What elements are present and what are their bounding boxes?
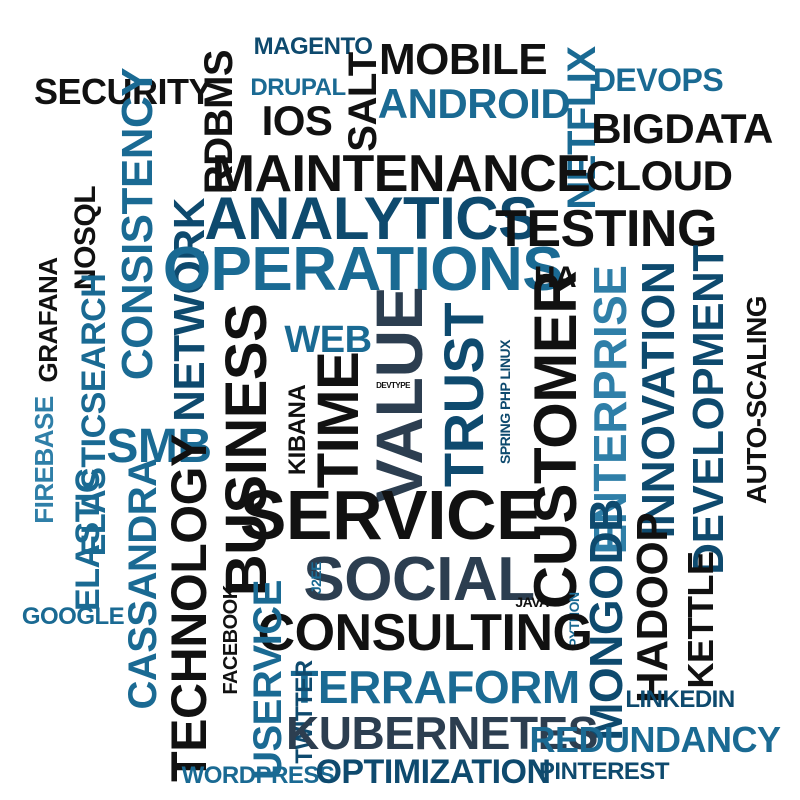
word-security: SECURITY: [33, 71, 213, 112]
word-consulting: CONSULTING: [257, 604, 593, 662]
word-cassandra: CASSANDRA: [121, 458, 165, 710]
word-operations: OPERATIONS: [162, 235, 564, 304]
word-service: SERVICE: [239, 476, 543, 554]
word-ha: HA: [533, 261, 577, 294]
word-kettle: KETTLE: [680, 551, 721, 689]
word-mobile: MOBILE: [378, 35, 548, 84]
word-time: TIME: [306, 351, 371, 489]
word-redundancy: REDUNDANCY: [529, 719, 781, 760]
word-spring: SPRING: [497, 413, 513, 465]
word-php: PHP: [497, 382, 513, 410]
word-drupal: DRUPAL: [250, 74, 346, 101]
word-hadoop: HADOOP: [628, 512, 677, 704]
word-technology: TECHNOLOGY: [161, 434, 217, 782]
word-elastic: ELASTIC: [69, 469, 107, 611]
word-ios: IOS: [261, 97, 333, 144]
word-facebook: FACEBOOK: [220, 585, 242, 695]
word-autoscaling: AUTO-SCALING: [741, 295, 772, 505]
word-innovation: INNOVATION: [632, 261, 684, 539]
word-magento: MAGENTO: [253, 33, 373, 60]
word-spring-php-linux: SPRING PHP LINUX: [497, 339, 513, 465]
word-grafana: GRAFANA: [33, 257, 63, 383]
word-customer: CUSTOMER: [522, 270, 589, 610]
word-value: VALUE: [362, 286, 436, 504]
word-linux: LINUX: [497, 339, 513, 380]
word-consistency: CONSISTENCY: [113, 67, 162, 381]
word-optimization: OPTIMIZATION: [315, 753, 551, 791]
word-network: NETWORK: [165, 198, 214, 422]
word-wordpress: WORDPRESS: [181, 762, 335, 789]
word-development: DEVELOPMENT: [684, 245, 733, 575]
word-firebase: FIREBASE: [29, 396, 59, 524]
word-trust: TRUST: [432, 302, 495, 488]
word-social: SOCIAL: [303, 545, 535, 614]
word-kubernetes: KUBERNETES: [286, 707, 598, 759]
word-google: GOOGLE: [21, 603, 125, 630]
word-android: ANDROID: [377, 80, 571, 127]
word-terraform: TERRAFORM: [290, 661, 580, 713]
word-testing: TESTING: [495, 200, 717, 258]
word-java: JAVA: [515, 594, 549, 610]
word-devtype: DEVTYPE: [376, 381, 410, 390]
word-cloud: CLOUD: [585, 152, 733, 199]
word-devops: DEVOPS: [592, 62, 724, 98]
word-smb: SMB: [106, 420, 212, 473]
word-userservice: USERVICE: [246, 580, 290, 780]
word-web: WEB: [284, 319, 372, 361]
word-maintenance: MAINTENANCE: [211, 145, 591, 203]
word-linkedin: LINKEDIN: [625, 686, 735, 713]
word-bigdata: BIGDATA: [591, 105, 773, 152]
word-analytics: ANALYTICS: [204, 185, 538, 252]
word-pinterest: PINTEREST: [538, 758, 670, 785]
word-j2ee: J2EE: [308, 561, 324, 595]
